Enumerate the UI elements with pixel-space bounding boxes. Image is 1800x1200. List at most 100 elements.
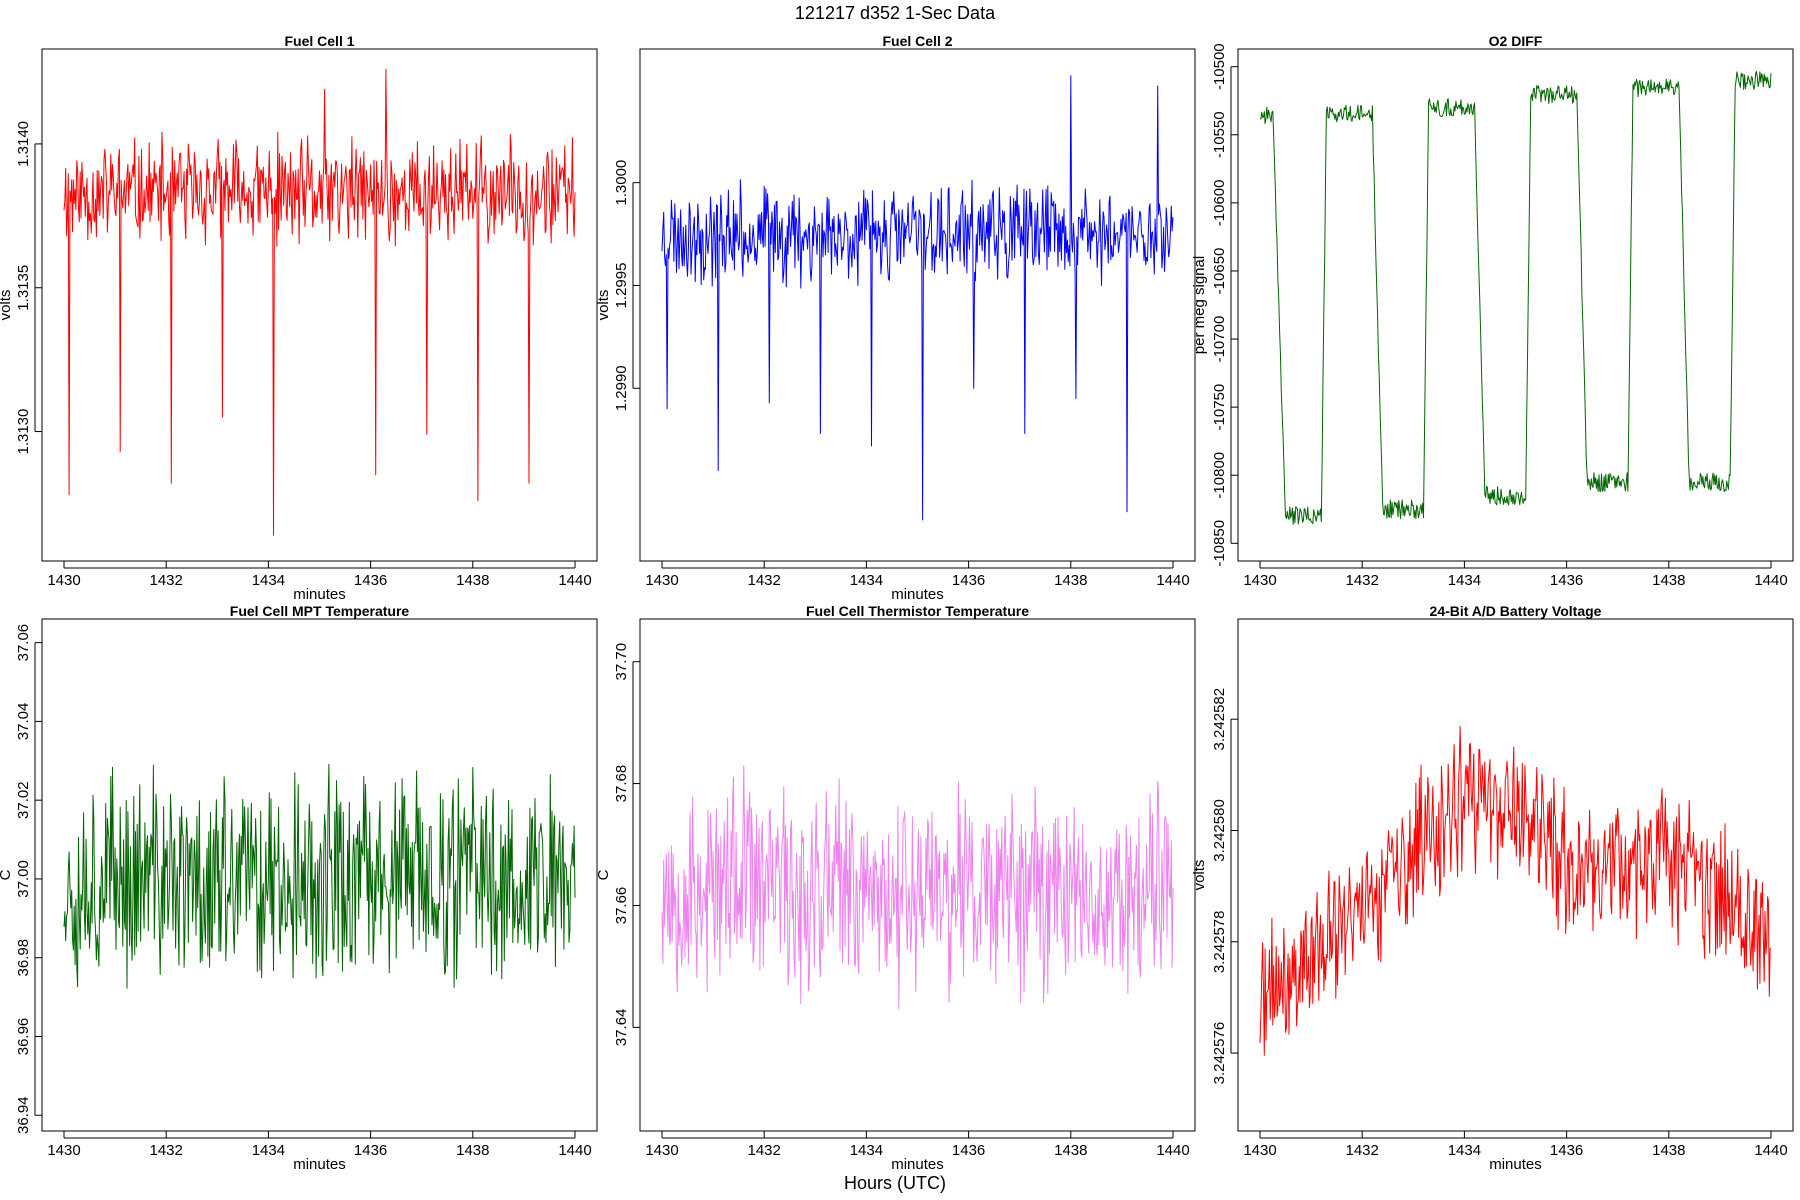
x-tick-label: 1432 bbox=[1346, 1142, 1379, 1159]
x-tick-label: 1440 bbox=[1156, 1142, 1189, 1159]
y-tick-label: -10850 bbox=[1211, 520, 1228, 567]
chart-title: Fuel Cell Thermistor Temperature bbox=[806, 603, 1029, 619]
x-tick-label: 1434 bbox=[1448, 1142, 1481, 1159]
y-tick-label: -10550 bbox=[1211, 111, 1228, 158]
y-tick-label: 37.04 bbox=[15, 703, 32, 741]
y-tick-label: -10750 bbox=[1211, 384, 1228, 431]
x-tick-label: 1432 bbox=[748, 572, 781, 589]
x-tick-label: 1438 bbox=[456, 572, 489, 589]
x-axis-label: minutes bbox=[1489, 1156, 1542, 1173]
y-tick-label: 1.3140 bbox=[15, 121, 32, 167]
y-tick-label: 37.06 bbox=[15, 624, 32, 662]
x-axis-label: minutes bbox=[293, 586, 346, 603]
y-axis-label: volts bbox=[0, 290, 14, 321]
series-line bbox=[661, 75, 1174, 521]
chart-panel-2: Fuel Cell 2 1430 1432 1434 1436 1438 1440 1.299… bbox=[595, 33, 1196, 603]
x-tick-label: 1432 bbox=[150, 1142, 183, 1159]
y-tick-label: 3.242578 bbox=[1211, 910, 1228, 973]
x-tick-label: 1438 bbox=[1652, 572, 1685, 589]
y-tick-label: 37.64 bbox=[613, 1009, 630, 1047]
x-tick-label: 1430 bbox=[1243, 572, 1276, 589]
y-tick-label: 1.3135 bbox=[15, 265, 32, 311]
y-tick-label: 1.3130 bbox=[15, 409, 32, 455]
x-tick-label: 1434 bbox=[850, 1142, 883, 1159]
y-tick-label: 1.2995 bbox=[613, 263, 630, 309]
y-tick-label: 3.242580 bbox=[1211, 799, 1228, 862]
chart-panel-1: Fuel Cell 1 1430 1432 1434 1436 1438 1440 1.313… bbox=[0, 33, 598, 603]
x-tick-label: 1438 bbox=[1054, 572, 1087, 589]
y-axis-label: C bbox=[595, 869, 612, 880]
x-tick-label: 1436 bbox=[952, 1142, 985, 1159]
x-tick-label: 1436 bbox=[354, 1142, 387, 1159]
page-title: 121217 d352 1-Sec Data bbox=[795, 3, 996, 23]
y-tick-label: 3.242582 bbox=[1211, 688, 1228, 751]
y-tick-label: -10700 bbox=[1211, 316, 1228, 363]
plot-frame bbox=[1237, 48, 1794, 562]
chart-title: Fuel Cell 1 bbox=[284, 33, 354, 49]
y-axis-label: per meg signal bbox=[1191, 256, 1208, 354]
series-line bbox=[1259, 726, 1772, 1056]
y-tick-label: -10800 bbox=[1211, 452, 1228, 499]
x-tick-label: 1438 bbox=[1652, 1142, 1685, 1159]
plot-frame bbox=[1237, 618, 1794, 1132]
y-axis-label: C bbox=[0, 869, 14, 880]
x-tick-label: 1436 bbox=[1550, 1142, 1583, 1159]
x-tick-label: 1430 bbox=[47, 572, 80, 589]
x-tick-label: 1432 bbox=[150, 572, 183, 589]
chart-panels: Fuel Cell 1 1430 1432 1434 1436 1438 1440 1.313… bbox=[0, 33, 1794, 1173]
y-tick-label: 37.00 bbox=[15, 860, 32, 898]
x-tick-label: 1436 bbox=[354, 572, 387, 589]
chart-panel-6: 24-Bit A/D Battery Voltage 1430 1432 1434 14… bbox=[1191, 603, 1794, 1173]
x-tick-label: 1440 bbox=[1754, 1142, 1787, 1159]
x-tick-label: 1436 bbox=[952, 572, 985, 589]
x-tick-label: 1430 bbox=[1243, 1142, 1276, 1159]
x-tick-label: 1440 bbox=[1156, 572, 1189, 589]
x-tick-label: 1440 bbox=[558, 1142, 591, 1159]
chart-panel-4: Fuel Cell MPT Temperature 1430 1432 1434 143… bbox=[0, 603, 598, 1173]
x-tick-label: 1430 bbox=[645, 572, 678, 589]
x-tick-label: 1438 bbox=[1054, 1142, 1087, 1159]
y-tick-label: 37.68 bbox=[613, 765, 630, 803]
y-tick-label: 37.66 bbox=[613, 887, 630, 925]
x-tick-label: 1434 bbox=[1448, 572, 1481, 589]
x-tick-label: 1436 bbox=[1550, 572, 1583, 589]
y-tick-label: 36.98 bbox=[15, 939, 32, 977]
y-tick-label: 3.242576 bbox=[1211, 1022, 1228, 1085]
y-axis-label: volts bbox=[1191, 860, 1208, 891]
x-tick-label: 1434 bbox=[252, 572, 285, 589]
x-axis-label: minutes bbox=[891, 586, 944, 603]
series-line bbox=[661, 765, 1174, 1010]
y-tick-label: 37.70 bbox=[613, 643, 630, 681]
y-axis-label: volts bbox=[595, 290, 612, 321]
plot-frame bbox=[41, 618, 598, 1132]
series-line bbox=[63, 763, 576, 989]
y-tick-label: 1.3000 bbox=[613, 160, 630, 206]
global-x-axis-label: Hours (UTC) bbox=[844, 1173, 946, 1193]
series-line bbox=[63, 68, 576, 536]
plot-frame bbox=[639, 48, 1196, 562]
x-tick-label: 1438 bbox=[456, 1142, 489, 1159]
plot-frame bbox=[639, 618, 1196, 1132]
y-tick-label: 36.94 bbox=[15, 1096, 32, 1134]
y-tick-label: 36.96 bbox=[15, 1018, 32, 1056]
y-tick-label: -10650 bbox=[1211, 248, 1228, 295]
series-line bbox=[1259, 71, 1772, 525]
y-tick-label: -10500 bbox=[1211, 43, 1228, 90]
y-tick-label: -10600 bbox=[1211, 180, 1228, 227]
x-tick-label: 1430 bbox=[47, 1142, 80, 1159]
x-tick-label: 1434 bbox=[252, 1142, 285, 1159]
x-tick-label: 1430 bbox=[645, 1142, 678, 1159]
chart-title: 24-Bit A/D Battery Voltage bbox=[1430, 603, 1602, 619]
x-tick-label: 1432 bbox=[748, 1142, 781, 1159]
y-tick-label: 1.2990 bbox=[613, 365, 630, 411]
chart-title: Fuel Cell MPT Temperature bbox=[230, 603, 410, 619]
x-tick-label: 1432 bbox=[1346, 572, 1379, 589]
x-tick-label: 1440 bbox=[558, 572, 591, 589]
chart-title: O2 DIFF bbox=[1489, 33, 1543, 49]
chart-panel-5: Fuel Cell Thermistor Temperature 1430 1432… bbox=[595, 603, 1196, 1173]
chart-title: Fuel Cell 2 bbox=[882, 33, 952, 49]
plot-frame bbox=[41, 48, 598, 562]
x-tick-label: 1434 bbox=[850, 572, 883, 589]
y-tick-label: 37.02 bbox=[15, 781, 32, 819]
